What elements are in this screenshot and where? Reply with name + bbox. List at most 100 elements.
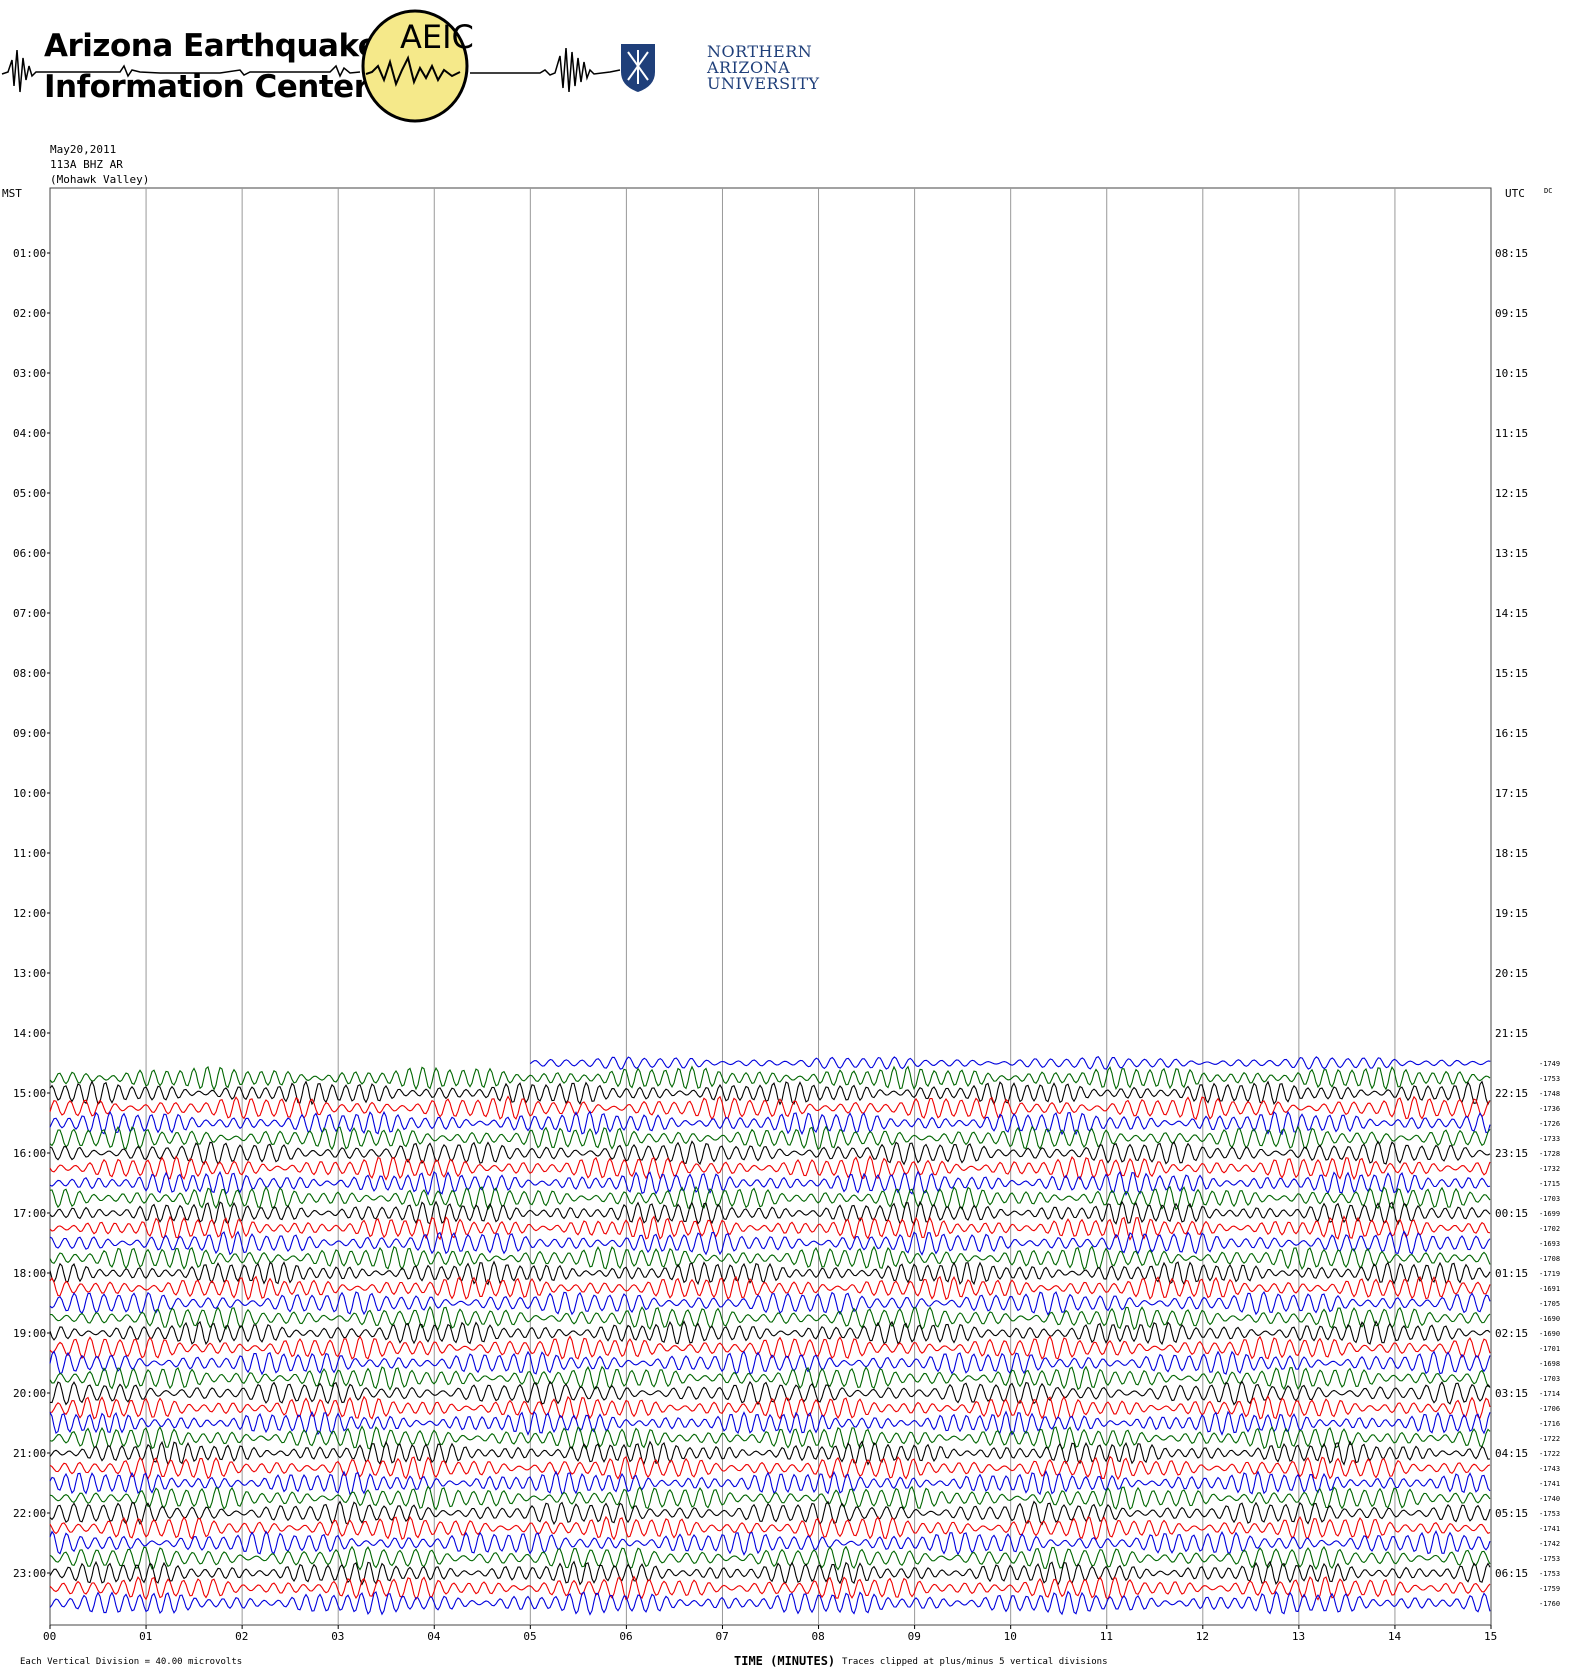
- seismic-trace: [49, 1485, 1491, 1511]
- seismic-trace: [49, 1410, 1491, 1436]
- dc-offset-label: -1722: [1539, 1435, 1560, 1443]
- dc-offset-label: -1728: [1539, 1150, 1560, 1158]
- seismic-trace: [49, 1200, 1491, 1226]
- mst-hour-label: 02:00: [13, 307, 46, 320]
- utc-hour-label: 03:15: [1495, 1387, 1528, 1400]
- x-tick-label: 03: [331, 1630, 344, 1643]
- seismic-trace: [49, 1425, 1491, 1451]
- seismic-trace: [49, 1350, 1491, 1376]
- mst-hour-label: 14:00: [13, 1027, 46, 1040]
- x-tick-label: 02: [235, 1630, 248, 1643]
- utc-hour-label: 17:15: [1495, 787, 1528, 800]
- station-location: (Mohawk Valley): [50, 173, 150, 186]
- mst-hour-label: 23:00: [13, 1567, 46, 1580]
- x-tick-label: 05: [523, 1630, 536, 1643]
- dc-offset-label: -1743: [1539, 1465, 1560, 1473]
- x-tick-label: 15: [1484, 1630, 1497, 1643]
- utc-hour-label: 05:15: [1495, 1507, 1528, 1520]
- university-name-line1: NORTHERN: [707, 42, 813, 61]
- seismic-trace: [49, 1305, 1491, 1331]
- mst-hour-label: 12:00: [13, 907, 46, 920]
- mst-hour-label: 03:00: [13, 367, 46, 380]
- mst-hour-label: 20:00: [13, 1387, 46, 1400]
- seismic-trace: [49, 1560, 1491, 1586]
- dc-offset-label: -1753: [1539, 1510, 1560, 1518]
- seismic-trace: [49, 1545, 1491, 1571]
- mst-hour-label: 19:00: [13, 1327, 46, 1340]
- utc-hour-label: 21:15: [1495, 1027, 1528, 1040]
- dc-offset-label: -1733: [1539, 1135, 1560, 1143]
- seismic-trace: [49, 1230, 1491, 1256]
- x-tick-label: 11: [1100, 1630, 1113, 1643]
- dc-offset-label: -1703: [1539, 1375, 1560, 1383]
- dc-offset-label: -1742: [1539, 1540, 1560, 1548]
- mst-hour-label: 18:00: [13, 1267, 46, 1280]
- utc-hour-label: 01:15: [1495, 1267, 1528, 1280]
- dc-offset-label: -1715: [1539, 1180, 1560, 1188]
- mst-hour-label: 15:00: [13, 1087, 46, 1100]
- utc-axis-label: UTC: [1505, 187, 1525, 200]
- seismic-trace: [49, 1500, 1491, 1526]
- dc-offset-label: -1740: [1539, 1495, 1560, 1503]
- seismic-trace: [49, 1170, 1491, 1196]
- seismic-trace: [49, 1215, 1491, 1241]
- seismic-trace: [49, 1140, 1491, 1166]
- dc-offset-label: -1741: [1539, 1480, 1560, 1488]
- utc-hour-label: 16:15: [1495, 727, 1528, 740]
- mst-hour-label: 08:00: [13, 667, 46, 680]
- seismic-trace: [49, 1530, 1491, 1556]
- x-tick-label: 13: [1292, 1630, 1305, 1643]
- dc-offset-label: -1716: [1539, 1420, 1560, 1428]
- seismic-trace: [49, 1065, 1491, 1092]
- utc-hour-label: 04:15: [1495, 1447, 1528, 1460]
- mst-hour-label: 09:00: [13, 727, 46, 740]
- seismic-trace: [49, 1380, 1491, 1406]
- dc-offset-label: -1749: [1539, 1060, 1560, 1068]
- utc-hour-label: 08:15: [1495, 247, 1528, 260]
- seismic-trace: [49, 1365, 1491, 1391]
- mst-hour-label: 16:00: [13, 1147, 46, 1160]
- dc-offset-label: -1748: [1539, 1090, 1560, 1098]
- dc-offset-label: -1714: [1539, 1390, 1560, 1398]
- utc-hour-label: 22:15: [1495, 1087, 1528, 1100]
- dc-offset-label: -1753: [1539, 1075, 1560, 1083]
- seismic-trace: [49, 1185, 1491, 1211]
- seismic-trace: [49, 1395, 1491, 1421]
- dc-offset-label: -1753: [1539, 1570, 1560, 1578]
- seismic-trace: [49, 1469, 1491, 1496]
- dc-offset-label: -1753: [1539, 1555, 1560, 1563]
- dc-offset-label: -1701: [1539, 1345, 1560, 1353]
- dc-offset-label: -1741: [1539, 1525, 1560, 1533]
- seismic-trace: [529, 1056, 1491, 1070]
- utc-hour-label: 00:15: [1495, 1207, 1528, 1220]
- seismic-trace: [49, 1155, 1491, 1181]
- seismic-trace: [49, 1320, 1491, 1346]
- dc-offset-label: -1690: [1539, 1330, 1560, 1338]
- aeic-badge-text: AEIC: [400, 18, 474, 56]
- header: Arizona Earthquake Information Center AE…: [0, 0, 1570, 140]
- mst-hour-label: 06:00: [13, 547, 46, 560]
- station-channel: 113A BHZ AR: [50, 158, 123, 171]
- university-name-line3: UNIVERSITY: [707, 74, 820, 93]
- utc-hour-label: 10:15: [1495, 367, 1528, 380]
- x-tick-label: 04: [427, 1630, 441, 1643]
- mst-hour-label: 17:00: [13, 1207, 46, 1220]
- seismic-trace: [49, 1095, 1491, 1121]
- x-tick-label: 12: [1196, 1630, 1209, 1643]
- utc-hour-label: 12:15: [1495, 487, 1528, 500]
- utc-hour-label: 14:15: [1495, 607, 1528, 620]
- seismic-trace: [49, 1291, 1491, 1316]
- mst-hour-label: 11:00: [13, 847, 46, 860]
- org-title-line2: Information Center: [44, 69, 369, 105]
- mst-hour-label: 21:00: [13, 1447, 46, 1460]
- dc-offset-label: -1699: [1539, 1210, 1560, 1218]
- record-date: May20,2011: [50, 143, 117, 156]
- division-note: Each Vertical Division = 40.00 microvolt…: [20, 1657, 243, 1667]
- x-tick-label: 06: [619, 1630, 632, 1643]
- utc-hour-label: 06:15: [1495, 1567, 1528, 1580]
- mst-hour-label: 22:00: [13, 1507, 46, 1520]
- plot-frame: [49, 187, 1492, 1626]
- utc-hour-label: 02:15: [1495, 1327, 1528, 1340]
- x-tick-label: 07: [715, 1630, 728, 1643]
- seismic-trace: [49, 1125, 1491, 1151]
